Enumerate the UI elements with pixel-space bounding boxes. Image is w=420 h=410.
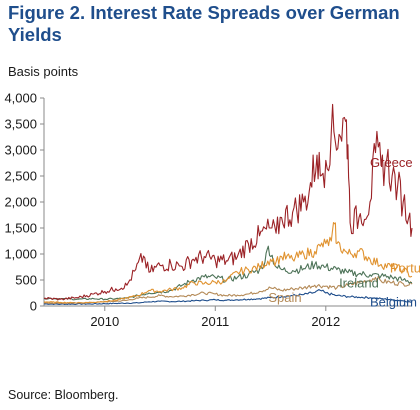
series-line-portugal <box>43 222 413 304</box>
y-tick-label: 1,000 <box>4 247 37 262</box>
series-label-belgium: Belgium <box>370 294 417 309</box>
y-tick-label: 500 <box>15 273 37 288</box>
y-tick-label: 2,000 <box>4 195 37 210</box>
x-tick-label: 2012 <box>311 314 340 329</box>
y-axis-label: Basis points <box>8 64 79 79</box>
series-line-greece <box>43 103 413 301</box>
chart-title: Figure 2. Interest Rate Spreads over Ger… <box>8 2 400 45</box>
y-tick-label: 3,000 <box>4 143 37 158</box>
y-tick-label: 0 <box>30 299 37 314</box>
y-tick-label: 1,500 <box>4 221 37 236</box>
x-tick-label: 2010 <box>90 314 119 329</box>
x-tick-label: 2011 <box>201 314 229 329</box>
y-tick-label: 3,500 <box>4 117 37 132</box>
series-label-spain: Spain <box>268 290 301 305</box>
y-tick-label: 4,000 <box>4 91 37 106</box>
source-note: Source: Bloomberg. <box>8 388 119 402</box>
series-line-belgium <box>43 289 413 306</box>
y-tick-label: 2,500 <box>4 169 37 184</box>
series-label-portugal: Portugal <box>390 261 420 276</box>
series-label-ireland: Ireland <box>339 276 379 291</box>
series-label-greece: Greece <box>370 155 413 170</box>
